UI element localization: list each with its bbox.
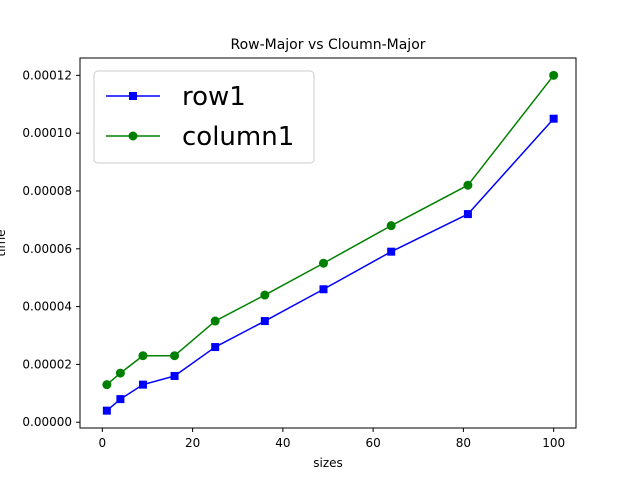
x-tick-label: 100: [542, 436, 565, 450]
legend-box: [93, 70, 315, 164]
x-axis-label: sizes: [313, 456, 343, 470]
legend-marker-column1: [128, 131, 138, 141]
y-axis-label: time: [0, 229, 8, 256]
data-point-column1: [318, 258, 328, 268]
x-axis: 0 20 40 60 80 100: [99, 428, 565, 450]
data-point-column1: [549, 70, 559, 80]
data-point-row1: [116, 395, 125, 404]
data-point-column1: [210, 316, 220, 326]
x-tick-label: 20: [185, 436, 200, 450]
y-tick-label: 0.00006: [22, 242, 72, 256]
y-tick-label: 0.00012: [22, 68, 72, 82]
data-point-column1: [386, 221, 396, 231]
y-tick-label: 0.00002: [22, 357, 72, 371]
legend-label-column1: column1: [182, 122, 294, 152]
legend: row1 column1: [93, 70, 315, 164]
y-tick-label: 0.00004: [22, 300, 72, 314]
plot-frame: [79, 57, 577, 429]
series-column1: [102, 70, 559, 390]
y-axis: 0.00000 0.00002 0.00004 0.00006 0.00008 0.000…: [22, 68, 80, 429]
data-point-row1: [170, 371, 179, 380]
legend-label-row1: row1: [182, 82, 246, 112]
series-line-column1: [106, 74, 555, 386]
data-point-column1: [463, 180, 473, 190]
data-point-row1: [138, 380, 147, 389]
y-tick-label: 0.00010: [22, 126, 72, 140]
plot-series: [102, 70, 559, 415]
x-tick-label: 60: [365, 436, 380, 450]
x-tick-label: 40: [275, 436, 290, 450]
series-row1: [102, 114, 558, 415]
x-tick-label: 0: [99, 436, 107, 450]
y-tick-label: 0.00000: [22, 415, 72, 429]
data-point-row1: [260, 317, 269, 326]
data-point-column1: [138, 351, 148, 361]
data-point-row1: [387, 247, 396, 256]
data-point-row1: [463, 210, 472, 219]
data-point-column1: [260, 290, 270, 300]
data-point-row1: [211, 343, 220, 352]
chart-title: Row-Major vs Cloumn-Major: [230, 37, 425, 53]
x-tick-label: 80: [456, 436, 471, 450]
data-point-column1: [170, 351, 180, 361]
data-point-row1: [102, 406, 111, 415]
data-point-row1: [319, 285, 328, 294]
legend-marker-row1: [129, 92, 137, 100]
y-tick-label: 0.00008: [22, 184, 72, 198]
data-point-column1: [102, 380, 112, 390]
data-point-row1: [549, 114, 558, 123]
data-point-column1: [115, 368, 125, 378]
series-line-row1: [106, 118, 555, 412]
